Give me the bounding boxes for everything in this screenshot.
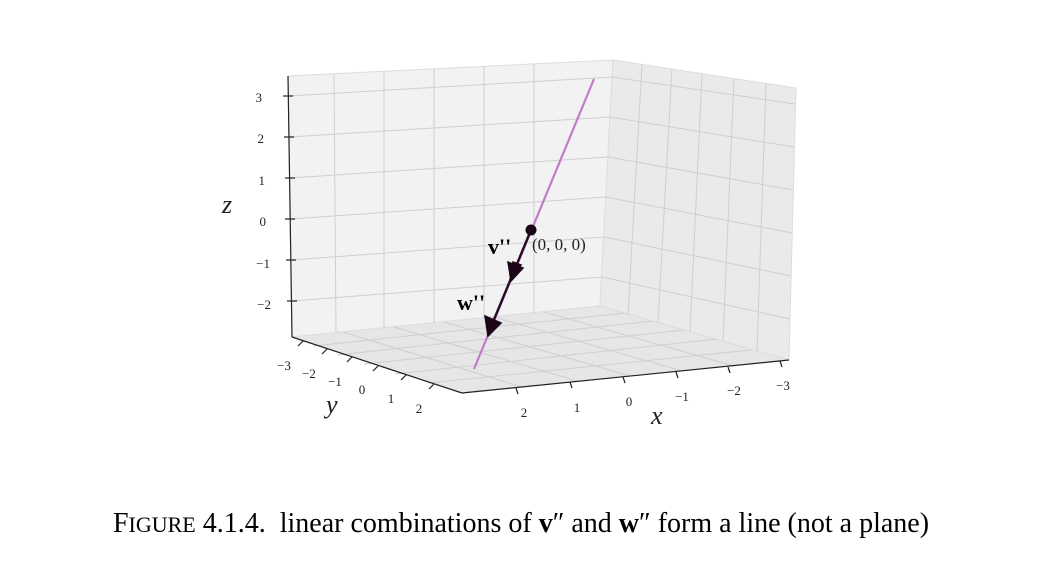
x-ticks bbox=[515, 360, 783, 395]
caption-text-after: form a line (not a plane) bbox=[657, 508, 930, 539]
v-arrowhead-main bbox=[507, 260, 525, 283]
z-axis-line bbox=[287, 75, 293, 338]
x-tick-label: −3 bbox=[776, 378, 790, 393]
caption-text-before: linear combinations of bbox=[279, 508, 532, 539]
caption-number: 4.1.4. bbox=[202, 508, 266, 539]
caption-w-symbol: w bbox=[618, 508, 640, 539]
x-tick-label: −2 bbox=[727, 383, 741, 398]
caption-figure-letter: F bbox=[112, 508, 129, 539]
x-axis-label: x bbox=[650, 401, 663, 430]
x-tick-label: −1 bbox=[675, 389, 689, 404]
v-label: v'' bbox=[488, 234, 511, 259]
caption-figure-word: IGURE bbox=[128, 512, 196, 537]
x-tick-label: 2 bbox=[521, 405, 528, 420]
z-ticks bbox=[283, 95, 297, 302]
z-tick-label: 0 bbox=[260, 214, 267, 229]
y-tick-labels: −3 −2 −1 0 1 2 bbox=[277, 358, 422, 416]
grid-lines bbox=[287, 63, 796, 388]
back-wall-yz bbox=[287, 59, 614, 338]
y-tick-label: 2 bbox=[416, 401, 423, 416]
3d-figure: 3 2 1 0 −1 −2 z −3 −2 −1 0 1 2 y 2 1 0 −… bbox=[221, 59, 797, 430]
y-tick-label: −1 bbox=[328, 374, 342, 389]
x-tick-label: 0 bbox=[626, 394, 633, 409]
z-tick-label: −1 bbox=[256, 256, 270, 271]
caption-v-symbol: v bbox=[538, 508, 553, 539]
y-axis-label: y bbox=[323, 390, 338, 419]
x-axis-line bbox=[461, 359, 790, 394]
z-tick-label: 1 bbox=[259, 173, 266, 188]
y-tick-label: −3 bbox=[277, 358, 291, 373]
w-arrowhead bbox=[484, 314, 503, 338]
z-tick-label: 2 bbox=[258, 131, 265, 146]
w-label: w'' bbox=[457, 290, 485, 315]
caption-v-prime: ″ bbox=[552, 508, 565, 539]
caption-w-prime: ″ bbox=[639, 508, 651, 539]
y-tick-label: 0 bbox=[359, 382, 366, 397]
z-tick-labels: 3 2 1 0 −1 −2 bbox=[256, 90, 272, 312]
z-tick-label: −2 bbox=[257, 297, 271, 312]
caption-and: and bbox=[571, 508, 612, 539]
vector-arrows bbox=[484, 229, 533, 338]
figure-caption: FIGURE 4.1.4. linear combinations of v″ … bbox=[0, 508, 1042, 540]
origin-point bbox=[525, 224, 537, 236]
x-tick-labels: 2 1 0 −1 −2 −3 bbox=[521, 378, 790, 420]
y-ticks bbox=[297, 340, 435, 390]
z-axis-label: z bbox=[221, 190, 232, 219]
y-tick-label: −2 bbox=[302, 366, 316, 381]
v-vector bbox=[486, 229, 533, 335]
x-tick-label: 1 bbox=[574, 400, 581, 415]
z-tick-label: 3 bbox=[256, 90, 263, 105]
origin-label: (0, 0, 0) bbox=[532, 235, 586, 254]
y-tick-label: 1 bbox=[388, 391, 395, 406]
